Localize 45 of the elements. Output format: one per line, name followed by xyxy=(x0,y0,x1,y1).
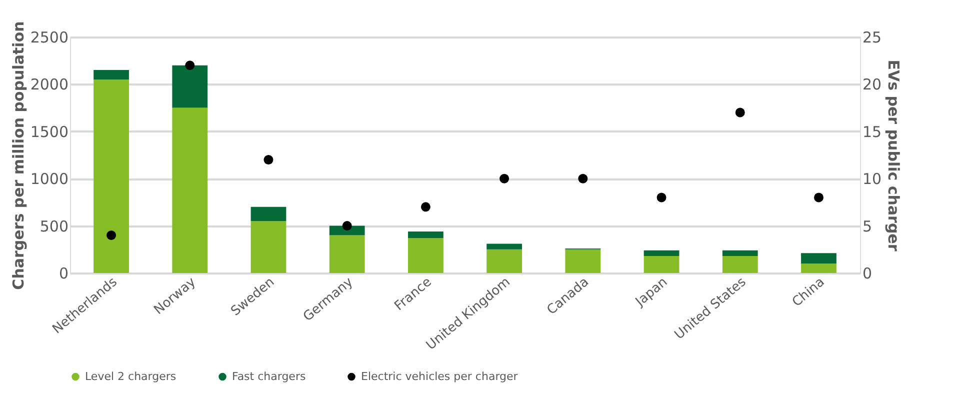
y2-tick-label: 25 xyxy=(862,28,882,46)
y-tick-label: 500 xyxy=(40,217,68,236)
point xyxy=(420,202,430,212)
bar xyxy=(250,221,286,273)
legend-label: Fast chargers xyxy=(232,370,306,383)
y2-axis-title: EVs per public charger xyxy=(884,60,903,252)
bar xyxy=(172,65,208,108)
bar xyxy=(722,250,758,256)
bar xyxy=(644,256,680,273)
legend-label: Electric vehicles per charger xyxy=(361,370,518,383)
bar xyxy=(722,256,758,273)
point xyxy=(106,230,116,240)
y2-tick-label: 10 xyxy=(862,170,882,188)
y-tick-label: 1000 xyxy=(30,170,68,188)
point xyxy=(735,108,745,118)
point xyxy=(342,221,352,231)
y-tick-label: 2000 xyxy=(30,76,68,94)
bar xyxy=(94,79,129,273)
y2-tick-label: 20 xyxy=(862,76,882,94)
y-axis-title: Chargers per million population xyxy=(9,21,28,290)
y2-tick-label: 5 xyxy=(862,217,872,236)
y-tick-label: 0 xyxy=(58,264,68,282)
y2-tick-label: 0 xyxy=(862,264,872,282)
bar xyxy=(172,108,208,273)
y-tick-label: 1500 xyxy=(30,122,68,141)
bar xyxy=(486,249,522,273)
legend-label: Level 2 chargers xyxy=(85,370,176,383)
point xyxy=(656,192,666,202)
y-tick-label: 2500 xyxy=(30,28,68,46)
bar xyxy=(329,235,365,273)
bar xyxy=(644,250,680,256)
point xyxy=(814,192,824,202)
bar xyxy=(408,231,444,238)
bar xyxy=(94,70,129,80)
point xyxy=(578,174,588,184)
y2-tick-label: 15 xyxy=(862,122,882,141)
bar xyxy=(408,238,444,273)
point xyxy=(264,154,274,164)
point xyxy=(185,60,195,70)
bar xyxy=(250,206,286,222)
bar xyxy=(565,249,601,273)
bar xyxy=(801,264,836,273)
bar xyxy=(486,244,522,250)
bar xyxy=(801,253,836,264)
point xyxy=(500,174,510,184)
